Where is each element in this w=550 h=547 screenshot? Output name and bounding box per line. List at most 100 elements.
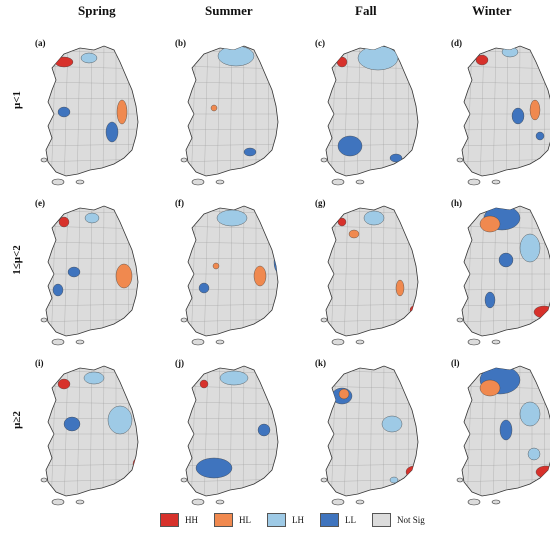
legend-item-hh: HH — [160, 513, 198, 527]
district-line — [343, 46, 349, 176]
district-line — [330, 206, 337, 336]
cluster-region — [409, 304, 418, 316]
district-line — [462, 97, 550, 100]
cluster-region — [67, 266, 81, 278]
district-line — [216, 206, 221, 336]
district-line — [382, 366, 385, 496]
district-line — [102, 366, 105, 496]
district-line — [178, 40, 184, 190]
cluster-region — [498, 252, 514, 268]
district-line — [356, 366, 361, 496]
cluster-region — [257, 423, 271, 437]
district-line — [326, 257, 418, 260]
map-panel-fall-row2: (g) — [314, 198, 429, 355]
district-line — [326, 417, 418, 420]
korea-map — [178, 40, 279, 190]
cluster-region — [107, 405, 133, 435]
island — [40, 157, 48, 163]
island — [355, 179, 365, 185]
panel-label: (a) — [35, 38, 46, 48]
island — [491, 499, 501, 505]
season-header-summer: Summer — [205, 3, 253, 18]
korea-map — [320, 45, 419, 186]
district-line — [46, 303, 138, 307]
cluster-region — [84, 212, 100, 224]
cluster-region — [57, 378, 71, 390]
district-line — [89, 46, 93, 176]
map-panel-spring-row1: (a) — [34, 38, 149, 195]
korea-outline — [461, 45, 550, 177]
legend-item-ll: LL — [320, 513, 356, 527]
district-line — [46, 143, 138, 147]
cluster-region — [195, 457, 233, 479]
district-line — [326, 128, 418, 131]
district-line — [454, 40, 460, 190]
map-panel-spring-row2: (e) — [34, 198, 149, 355]
district-line — [454, 360, 460, 510]
cluster-region — [52, 283, 64, 297]
district-line — [466, 206, 473, 336]
cluster-region — [216, 209, 248, 227]
island — [40, 317, 48, 323]
panel-label: (k) — [315, 358, 326, 368]
district-line — [343, 366, 349, 496]
district-line — [178, 360, 184, 510]
district-line — [186, 128, 278, 131]
cluster-region — [389, 153, 403, 163]
legend-item-notsig: Not Sig — [372, 513, 425, 527]
panel-label: (e) — [35, 198, 45, 208]
island — [331, 498, 345, 506]
map-panel-winter-row3: (l) — [450, 358, 550, 515]
korea-map — [180, 205, 279, 346]
district-line — [369, 366, 373, 496]
cluster-region — [395, 279, 405, 297]
panel-label: (l) — [451, 358, 460, 368]
island — [467, 498, 481, 506]
island — [215, 179, 225, 185]
cluster-region — [348, 229, 360, 239]
cluster-region — [116, 99, 128, 125]
district-line — [326, 448, 418, 451]
cluster-region — [210, 104, 218, 112]
district-line — [186, 448, 278, 451]
district-line — [326, 303, 418, 307]
district-line — [462, 288, 550, 291]
district-line — [505, 46, 509, 176]
island — [75, 499, 85, 505]
panel-label: (f) — [175, 198, 184, 208]
cluster-region — [535, 131, 545, 141]
district-line — [186, 97, 278, 100]
cluster-region — [57, 106, 71, 118]
island — [51, 498, 65, 506]
district-line — [326, 143, 418, 147]
district-line — [462, 448, 550, 451]
district-line — [343, 206, 349, 336]
district-line — [518, 206, 521, 336]
island — [456, 477, 464, 483]
island — [355, 499, 365, 505]
legend-label-hl: HL — [239, 515, 251, 525]
korea-map — [456, 205, 550, 346]
district-line — [462, 143, 550, 147]
district-line — [356, 46, 361, 176]
district-line — [186, 143, 278, 147]
korea-outline — [45, 205, 139, 337]
korea-map — [40, 365, 139, 506]
panel-label: (j) — [175, 358, 184, 368]
cluster-region — [63, 416, 81, 432]
cluster-region — [519, 401, 541, 427]
district-line — [518, 366, 521, 496]
season-header-winter: Winter — [472, 3, 512, 18]
legend-swatch-lh — [267, 513, 286, 527]
panel-label: (i) — [35, 358, 44, 368]
korea-map — [454, 360, 550, 510]
island — [180, 477, 188, 483]
korea-map — [40, 45, 139, 186]
district-line — [466, 366, 473, 496]
district-line — [50, 46, 57, 176]
cluster-region — [529, 99, 541, 121]
island — [75, 339, 85, 345]
map-panel-winter-row1: (d) — [450, 38, 550, 195]
panel-label: (d) — [451, 38, 462, 48]
district-line — [326, 97, 418, 100]
